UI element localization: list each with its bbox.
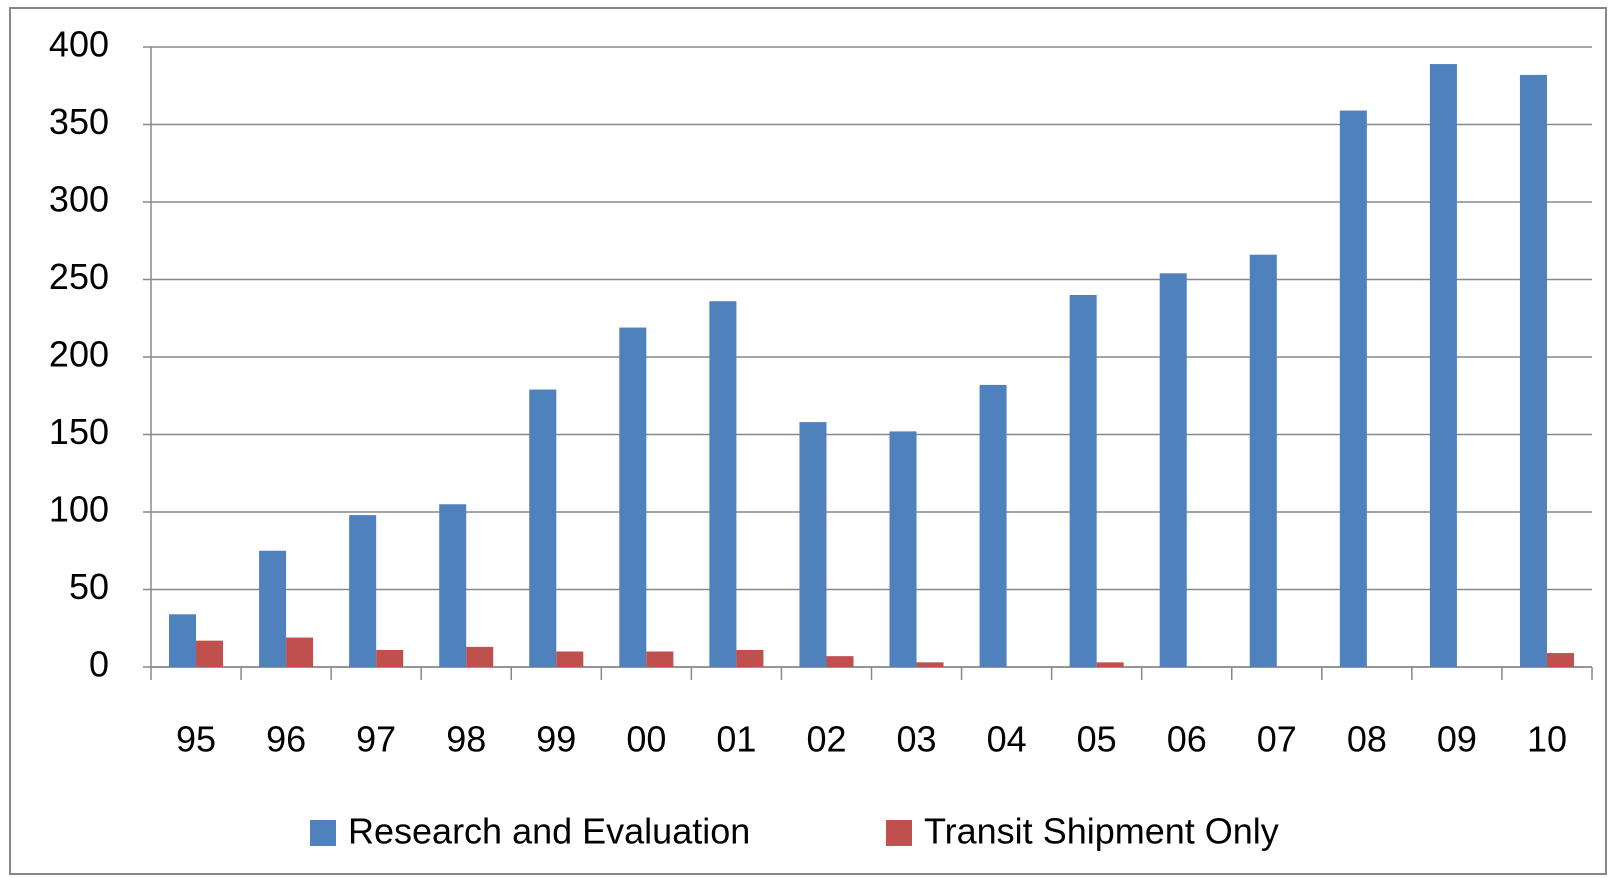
- bar: [169, 614, 197, 667]
- y-tick-label: 50: [69, 566, 109, 607]
- x-tick-label: 10: [1527, 719, 1567, 760]
- bar: [376, 649, 404, 667]
- legend-swatch: [886, 820, 912, 846]
- bar: [619, 327, 647, 667]
- x-tick-label: 97: [356, 719, 396, 760]
- x-tick-label: 95: [176, 719, 216, 760]
- bar: [556, 651, 584, 667]
- bar: [286, 637, 314, 667]
- bar: [1249, 254, 1277, 667]
- bar: [439, 504, 467, 667]
- bar: [1339, 110, 1367, 668]
- bar: [826, 656, 854, 667]
- legend-label: Transit Shipment Only: [924, 811, 1279, 852]
- y-tick-label: 400: [49, 24, 109, 65]
- bar: [1519, 74, 1547, 667]
- bar: [466, 646, 494, 667]
- y-tick-label: 0: [89, 644, 109, 685]
- x-tick-label: 96: [266, 719, 306, 760]
- bar: [889, 431, 917, 667]
- bar: [529, 389, 557, 667]
- bar: [646, 651, 674, 667]
- x-tick-label: 03: [897, 719, 937, 760]
- bar: [916, 662, 944, 667]
- y-tick-label: 300: [49, 179, 109, 220]
- x-tick-label: 07: [1257, 719, 1297, 760]
- bar: [196, 640, 224, 667]
- bar: [1546, 653, 1574, 667]
- bar: [259, 550, 287, 667]
- bar: [349, 515, 377, 667]
- x-tick-label: 05: [1077, 719, 1117, 760]
- x-tick-label: 01: [716, 719, 756, 760]
- x-tick-label: 09: [1437, 719, 1477, 760]
- y-tick-label: 100: [49, 489, 109, 530]
- bar: [1096, 662, 1124, 667]
- bar: [1069, 295, 1097, 667]
- y-tick-label: 200: [49, 334, 109, 375]
- x-tick-label: 06: [1167, 719, 1207, 760]
- bar: [736, 649, 764, 667]
- bar: [1429, 64, 1457, 668]
- y-tick-label: 150: [49, 411, 109, 452]
- x-tick-label: 99: [536, 719, 576, 760]
- bar: [979, 384, 1007, 667]
- bar: [709, 301, 737, 667]
- bar: [1159, 273, 1187, 667]
- x-tick-label: 08: [1347, 719, 1387, 760]
- x-tick-label: 00: [626, 719, 666, 760]
- x-tick-label: 98: [446, 719, 486, 760]
- bar: [799, 422, 827, 667]
- legend-swatch: [310, 820, 336, 846]
- legend-label: Research and Evaluation: [348, 811, 750, 852]
- y-tick-label: 350: [49, 101, 109, 142]
- x-tick-label: 02: [806, 719, 846, 760]
- x-tick-label: 04: [987, 719, 1027, 760]
- y-tick-label: 250: [49, 256, 109, 297]
